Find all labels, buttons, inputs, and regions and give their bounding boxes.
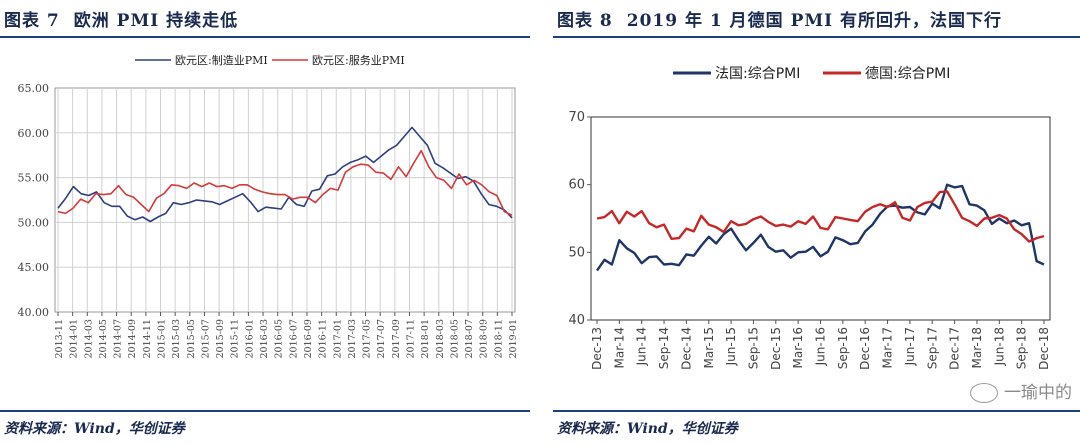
x-tick-label: Dec-16 bbox=[858, 327, 872, 370]
x-tick-label: 2018-09 bbox=[479, 319, 490, 358]
x-tick-label: 2015-05 bbox=[186, 319, 197, 358]
x-tick-label: 2016-01 bbox=[244, 319, 255, 358]
x-tick-label: 2015-11 bbox=[230, 319, 241, 358]
x-tick-label: 2016-11 bbox=[318, 319, 329, 358]
series-line bbox=[58, 127, 512, 221]
y-tick-label: 40.00 bbox=[18, 306, 50, 319]
x-tick-label: Jun-18 bbox=[992, 327, 1006, 366]
watermark-text: 一瑜中的 bbox=[1004, 383, 1072, 403]
chart-panel-right: 图表 8 2019 年 1 月德国 PMI 有所回升，法国下行 40 50 60 70 D… bbox=[553, 0, 1080, 445]
legend-label: 法国:综合PMI bbox=[715, 66, 800, 82]
x-tick-label: 2017-09 bbox=[391, 319, 402, 358]
x-tick-label: Mar-16 bbox=[791, 327, 805, 368]
y-tick-label: 60.00 bbox=[18, 127, 50, 140]
series-line bbox=[597, 191, 1044, 241]
legend-label: 德国:综合PMI bbox=[865, 66, 950, 82]
x-tick-label: 2014-09 bbox=[127, 319, 138, 358]
x-tick-label: Mar-15 bbox=[702, 327, 716, 368]
x-tick-label: 2015-07 bbox=[200, 319, 211, 358]
y-tick-label: 50 bbox=[568, 245, 585, 260]
plot-frame bbox=[591, 117, 1050, 320]
x-tick-label: Jun-17 bbox=[903, 327, 917, 366]
x-tick-label: 2015-09 bbox=[215, 319, 226, 358]
y-tick-label: 60 bbox=[568, 178, 585, 193]
y-tick-label: 50.00 bbox=[18, 216, 50, 229]
y-tick-label: 55.00 bbox=[18, 172, 50, 185]
source-rule bbox=[0, 410, 530, 412]
x-tick-label: 2015-03 bbox=[171, 319, 182, 358]
x-tick-label: 2019-01 bbox=[508, 319, 519, 358]
x-tick-label: 2014-07 bbox=[113, 319, 124, 358]
legend-label: 欧元区:制造业PMI bbox=[175, 53, 268, 67]
x-tick-label: Sep-16 bbox=[836, 327, 850, 369]
x-tick-label: Dec-13 bbox=[590, 327, 604, 370]
chart-panel-left: 图表 7 欧洲 PMI 持续走低 40.00 45.00 50.00 55.00 60.0… bbox=[0, 0, 530, 445]
x-tick-label: 2017-01 bbox=[332, 319, 343, 358]
line-chart-left: 40.00 45.00 50.00 55.00 60.00 65.00 2013-11 201… bbox=[0, 0, 530, 410]
x-tick-label: Jun-14 bbox=[635, 327, 649, 366]
x-tick-label: 2016-09 bbox=[303, 319, 314, 358]
x-tick-label: Jun-15 bbox=[724, 327, 738, 366]
x-tick-label: 2017-05 bbox=[362, 319, 373, 358]
x-tick-label: 2018-03 bbox=[435, 319, 446, 358]
x-tick-label: 2017-03 bbox=[347, 319, 358, 358]
source-note-left: 资料来源：Wind，华创证券 bbox=[4, 418, 185, 438]
x-tick-label: 2016-03 bbox=[259, 319, 270, 358]
x-tick-label: Sep-15 bbox=[746, 327, 760, 369]
x-tick-label: Sep-18 bbox=[1015, 327, 1029, 369]
legend-label: 欧元区:服务业PMI bbox=[312, 54, 405, 67]
x-tick-label: Jun-16 bbox=[814, 327, 828, 366]
x-tick-label: Dec-15 bbox=[769, 327, 783, 370]
x-tick-label: 2017-07 bbox=[376, 319, 387, 358]
x-tick-label: 2017-11 bbox=[405, 319, 416, 358]
x-tick-label: Dec-14 bbox=[679, 327, 693, 370]
x-tick-label: Mar-14 bbox=[612, 327, 626, 368]
y-tick-label: 65.00 bbox=[18, 82, 50, 95]
x-tick-label: 2014-01 bbox=[69, 319, 80, 358]
x-tick-label: Mar-18 bbox=[970, 327, 984, 368]
x-tick-label: 2018-01 bbox=[420, 319, 431, 358]
x-tick-label: Dec-18 bbox=[1037, 327, 1051, 370]
x-tick-label: Mar-17 bbox=[881, 327, 895, 368]
x-tick-label: 2013-11 bbox=[54, 319, 65, 358]
x-tick-label: 2018-05 bbox=[449, 319, 460, 358]
x-tick-label: 2016-05 bbox=[274, 319, 285, 358]
x-tick-label: Sep-14 bbox=[657, 327, 671, 369]
x-tick-label: 2015-01 bbox=[157, 319, 168, 358]
x-tick-label: 2016-07 bbox=[288, 319, 299, 358]
x-tick-label: 2014-03 bbox=[83, 319, 94, 358]
y-tick-label: 45.00 bbox=[18, 261, 50, 274]
x-tick-label: Dec-17 bbox=[948, 327, 962, 370]
watermark: 一瑜中的 bbox=[970, 378, 1072, 403]
series-line bbox=[58, 151, 512, 216]
x-tick-label: 2018-07 bbox=[464, 319, 475, 358]
line-chart-right: 40 50 60 70 Dec-13 Mar-14 Jun-14 Sep-14 Dec-14 Ma… bbox=[553, 0, 1080, 410]
plot-frame bbox=[55, 88, 515, 312]
y-tick-label: 40 bbox=[568, 313, 585, 328]
x-tick-label: 2018-11 bbox=[493, 319, 504, 358]
x-tick-label: Sep-17 bbox=[925, 327, 939, 369]
source-rule bbox=[553, 410, 1080, 412]
wechat-icon bbox=[970, 383, 998, 403]
x-tick-label: 2014-11 bbox=[142, 319, 153, 358]
source-note-right: 资料来源：Wind，华创证券 bbox=[557, 418, 738, 438]
x-tick-label: 2014-05 bbox=[98, 319, 109, 358]
y-tick-label: 70 bbox=[568, 110, 585, 125]
